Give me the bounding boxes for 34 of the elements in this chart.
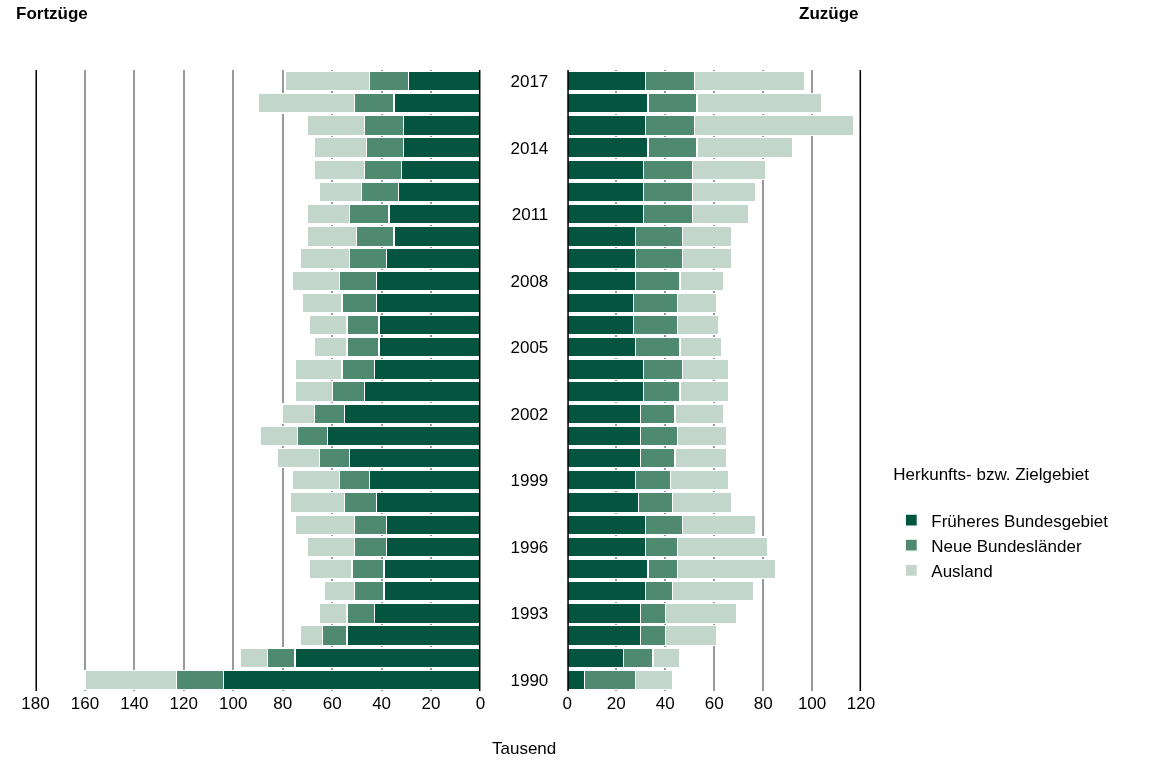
x-tick-label: 20 <box>421 694 441 713</box>
x-tick-label: 60 <box>322 694 342 713</box>
x-tick-label: 0 <box>475 694 486 713</box>
x-tick-label: 100 <box>797 694 827 713</box>
y-tick-label: 2017 <box>510 72 549 92</box>
y-tick-label: 1996 <box>510 537 549 557</box>
text: Tausend <box>492 739 557 758</box>
x-tick-label: 80 <box>273 694 293 713</box>
chart-title: Fortzüge <box>16 4 88 23</box>
x-tick-label: 120 <box>169 694 198 713</box>
y-tick-label: 1999 <box>510 471 549 491</box>
legend-label: Ausland <box>931 561 993 581</box>
y-tick-label: 2002 <box>510 404 549 424</box>
x-tick-label: 80 <box>753 694 773 713</box>
y-tick-label: 1993 <box>510 604 549 624</box>
y-tick-label: 2005 <box>510 338 549 358</box>
y-tick-label: 2008 <box>510 271 549 291</box>
legend-label: Neue Bundesländer <box>931 536 1082 556</box>
chart-title: Zuzüge <box>799 4 859 23</box>
x-tick-label: 160 <box>70 694 100 713</box>
x-tick-label: 100 <box>219 694 248 713</box>
x-tick-label: 40 <box>655 694 675 713</box>
legend-title: Herkunfts- bzw. Zielgebiet <box>893 465 1090 485</box>
x-tick-label: 140 <box>120 694 149 713</box>
x-tick-label: 120 <box>846 694 876 713</box>
y-tick-label: 2011 <box>511 205 549 225</box>
x-tick-label: 40 <box>372 694 392 713</box>
x-tick-label: 20 <box>606 694 626 713</box>
x-tick-label: 0 <box>562 694 573 713</box>
y-tick-label: 1990 <box>510 670 549 690</box>
legend-label: Früheres Bundesgebiet <box>931 511 1109 531</box>
x-tick-label: 180 <box>21 694 50 713</box>
x-tick-label: 60 <box>704 694 724 713</box>
y-tick-label: 2014 <box>510 138 549 158</box>
